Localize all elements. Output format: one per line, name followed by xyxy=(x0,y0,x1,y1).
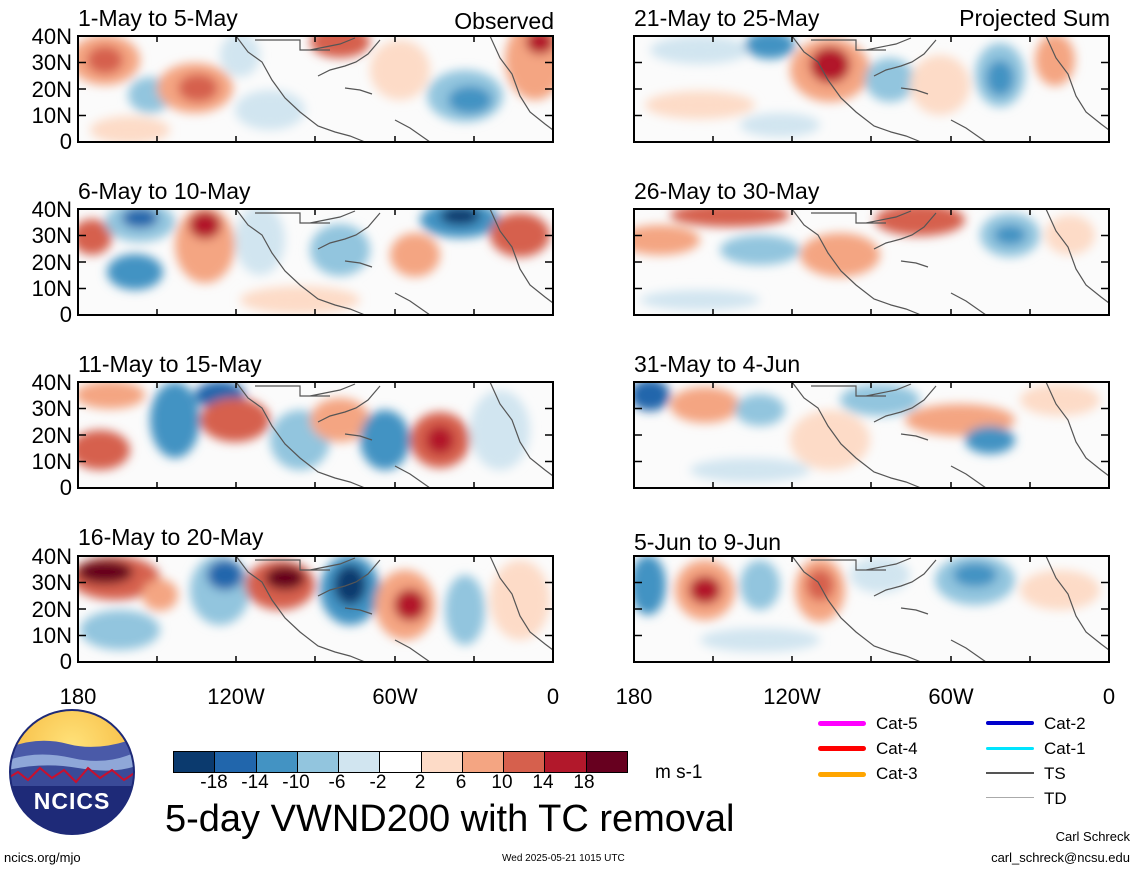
y-tick-label: 40N xyxy=(31,24,72,49)
colorbar-swatch xyxy=(586,752,627,772)
y-tick-label: 20N xyxy=(31,250,72,275)
main-title: 5-day VWND200 with TC removal xyxy=(165,798,735,840)
legend-label-cat4: Cat-4 xyxy=(876,739,918,758)
colorbar-swatches xyxy=(173,751,628,773)
x-tick-label: 120W xyxy=(763,684,821,709)
y-tick-label: 10N xyxy=(31,103,72,128)
x-tick-label: 60W xyxy=(928,684,974,709)
legend-line-cat3 xyxy=(818,772,866,777)
panel-title: 31-May to 4-Jun xyxy=(634,351,801,377)
panel-title: 6-May to 10-May xyxy=(78,178,251,204)
y-tick-label: 30N xyxy=(31,50,72,75)
legend-label-cat1: Cat-1 xyxy=(1044,739,1086,758)
y-tick-label: 40N xyxy=(31,370,72,395)
footer-email[interactable]: carl_schreck@ncsu.edu xyxy=(991,850,1130,865)
colorbar-swatch xyxy=(297,752,340,772)
legend-label-cat2: Cat-2 xyxy=(1044,714,1086,733)
x-tick-label: 180 xyxy=(59,684,97,709)
panel-projected-label: Projected Sum xyxy=(959,5,1110,31)
field-panel-8 xyxy=(634,556,1109,662)
tick-marks xyxy=(77,35,1110,663)
legend-line-cat4 xyxy=(818,746,866,751)
footer-timestamp: Wed 2025-05-21 1015 UTC xyxy=(502,853,625,864)
y-tick-label: 20N xyxy=(31,77,72,102)
panel-title: 5-Jun to 9-Jun xyxy=(634,529,782,555)
colorbar-swatch xyxy=(339,752,381,772)
x-tick-label: 0 xyxy=(1102,684,1116,709)
y-tick-label: 40N xyxy=(31,197,72,222)
colorbar-swatch xyxy=(421,752,463,772)
y-tick-label: 0 xyxy=(59,475,72,500)
footer-author: Carl Schreck xyxy=(1055,829,1130,844)
x-tick-label: 120W xyxy=(207,684,265,709)
legend-line-cat1 xyxy=(986,747,1034,750)
footer-url[interactable]: ncics.org/mjo xyxy=(4,850,81,865)
legend-line-td xyxy=(986,797,1034,798)
colorbar-swatch xyxy=(174,752,216,772)
panel-title: 21-May to 25-May xyxy=(634,5,820,31)
y-tick-label: 10N xyxy=(31,449,72,474)
x-tick-label: 0 xyxy=(546,684,560,709)
y-tick-label: 0 xyxy=(59,302,72,327)
y-tick-label: 10N xyxy=(31,623,72,648)
colorbar-label: -18 xyxy=(200,772,228,793)
legend-label-cat5: Cat-5 xyxy=(876,714,918,733)
ncics-logo: NCICS xyxy=(8,708,136,836)
x-tick-label: 60W xyxy=(372,684,418,709)
colorbar-swatch xyxy=(545,752,587,772)
panel-title: 26-May to 30-May xyxy=(634,178,820,204)
colorbar-swatch xyxy=(380,752,422,772)
field-panel-3 xyxy=(78,209,553,315)
field-panel-2 xyxy=(634,36,1109,142)
y-tick-label: 30N xyxy=(31,570,72,595)
panel-title: 11-May to 15-May xyxy=(78,351,262,377)
colorbar-label: 10 xyxy=(491,772,513,793)
y-tick-label: 0 xyxy=(59,129,72,154)
field-panel-7 xyxy=(78,556,553,662)
colorbar-label: 2 xyxy=(414,772,426,793)
colorbar-label: 6 xyxy=(455,772,467,793)
map-fields xyxy=(77,35,1110,663)
coastlines xyxy=(235,35,1110,663)
y-tick-label: 10N xyxy=(31,276,72,301)
y-tick-label: 20N xyxy=(31,423,72,448)
x-tick-label: 180 xyxy=(615,684,653,709)
legend-line-ts xyxy=(986,772,1034,774)
y-tick-label: 0 xyxy=(59,649,72,674)
field-panel-5 xyxy=(78,382,553,488)
y-tick-label: 30N xyxy=(31,396,72,421)
colorbar-label: -2 xyxy=(369,772,387,793)
logo-text: NCICS xyxy=(33,788,111,814)
colorbar-units: m s-1 xyxy=(655,762,703,783)
colorbar-label: -6 xyxy=(328,772,346,793)
colorbar-swatch xyxy=(215,752,257,772)
colorbar-swatch xyxy=(462,752,505,772)
colorbar-swatch xyxy=(256,752,298,772)
panel-title: 1-May to 5-May xyxy=(78,5,238,31)
legend-label-cat3: Cat-3 xyxy=(876,764,918,783)
colorbar-swatch xyxy=(504,752,546,772)
y-tick-label: 30N xyxy=(31,223,72,248)
y-tick-label: 40N xyxy=(31,544,72,569)
y-tick-label: 20N xyxy=(31,597,72,622)
field-panel-4 xyxy=(634,209,1109,315)
legend-line-cat2 xyxy=(986,721,1034,725)
legend-line-cat5 xyxy=(818,721,866,726)
legend-label-td: TD xyxy=(1044,789,1067,808)
colorbar-label: -10 xyxy=(282,772,310,793)
colorbar-label: 18 xyxy=(573,772,595,793)
logo-graphic xyxy=(9,709,135,835)
legend-label-ts: TS xyxy=(1044,764,1066,783)
colorbar-label: -14 xyxy=(241,772,269,793)
panel-observed-label: Observed xyxy=(454,8,554,34)
panel-title: 16-May to 20-May xyxy=(78,524,264,550)
colorbar-label: 14 xyxy=(532,772,554,793)
